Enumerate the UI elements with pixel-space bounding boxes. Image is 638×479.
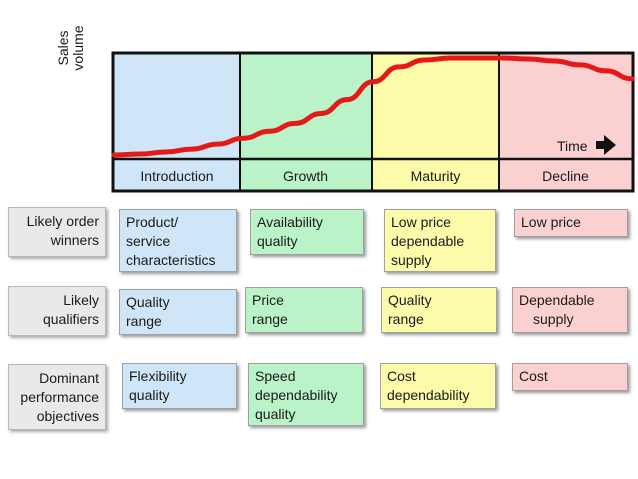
y-axis-label: Sales volume bbox=[55, 18, 86, 78]
card-maturity-performance: Cost dependability bbox=[380, 363, 496, 409]
card-line: range bbox=[388, 311, 424, 327]
card-line: Low price bbox=[521, 214, 581, 230]
card-line: dependable bbox=[391, 233, 465, 249]
card-line: Speed bbox=[255, 368, 296, 384]
card-line: characteristics bbox=[126, 252, 216, 268]
row-label-line: Likely bbox=[63, 292, 99, 308]
card-line: Low price bbox=[391, 214, 451, 230]
card-introduction-order-winners: Product/ service characteristics bbox=[119, 209, 237, 272]
card-line: Availability bbox=[257, 214, 323, 230]
row-label-line: Likely order bbox=[26, 213, 99, 229]
card-line: Flexibility bbox=[129, 368, 187, 384]
row-label-line: Dominant bbox=[39, 370, 99, 386]
row-label-order-winners: Likely order winners bbox=[8, 207, 106, 257]
card-line: dependability bbox=[255, 387, 338, 403]
card-line: Price bbox=[252, 292, 284, 308]
x-axis-label: Time bbox=[557, 138, 588, 154]
chart-frame bbox=[111, 51, 635, 193]
y-axis-label-line: volume bbox=[70, 25, 86, 71]
card-line: Dependable bbox=[519, 292, 595, 308]
stage-label-decline: Decline bbox=[542, 168, 589, 184]
row-label-line: objectives bbox=[36, 408, 99, 424]
time-arrow-icon bbox=[596, 135, 616, 155]
card-line: quality bbox=[257, 233, 298, 249]
card-growth-qualifiers: Price range bbox=[245, 287, 363, 333]
card-maturity-qualifiers: Quality range bbox=[381, 287, 497, 333]
card-decline-performance: Cost bbox=[512, 363, 628, 391]
card-line: supply bbox=[391, 252, 432, 268]
card-line: quality bbox=[129, 387, 170, 403]
stage-label-growth: Growth bbox=[282, 168, 329, 184]
row-label-performance-objectives: Dominant performance objectives bbox=[8, 364, 106, 430]
card-introduction-qualifiers: Quality range bbox=[119, 289, 237, 335]
row-label-line: performance bbox=[20, 389, 99, 405]
card-introduction-performance: Flexibility quality bbox=[122, 363, 237, 409]
card-line: Cost bbox=[387, 368, 416, 384]
row-label-line: qualifiers bbox=[42, 311, 99, 327]
card-line: Quality bbox=[388, 292, 432, 308]
card-decline-order-winners: Low price bbox=[514, 209, 628, 237]
card-line: service bbox=[126, 233, 171, 249]
card-line: quality bbox=[255, 406, 296, 422]
card-decline-qualifiers: Dependable supply bbox=[512, 287, 628, 333]
sales-curve bbox=[111, 55, 635, 158]
card-line: supply bbox=[533, 311, 574, 327]
card-line: dependability bbox=[387, 387, 470, 403]
card-growth-order-winners: Availability quality bbox=[250, 209, 364, 255]
product-life-cycle-chart bbox=[111, 51, 635, 193]
row-label-line: winners bbox=[50, 232, 99, 248]
y-axis-label-line: Sales bbox=[55, 30, 71, 66]
stage-label-introduction: Introduction bbox=[140, 168, 214, 184]
card-line: Product/ bbox=[126, 214, 179, 230]
row-label-qualifiers: Likely qualifiers bbox=[8, 286, 106, 336]
card-growth-performance: Speed dependability quality bbox=[248, 363, 364, 426]
stage-band-introduction bbox=[114, 54, 240, 190]
card-maturity-order-winners: Low price dependable supply bbox=[384, 209, 496, 272]
card-line: range bbox=[252, 311, 288, 327]
stage-band-decline bbox=[499, 54, 632, 190]
stage-label-maturity: Maturity bbox=[410, 168, 461, 184]
card-line: range bbox=[126, 313, 162, 329]
card-line: Quality bbox=[126, 294, 170, 310]
card-line: Cost bbox=[519, 368, 548, 384]
stage-band-maturity bbox=[372, 54, 499, 190]
